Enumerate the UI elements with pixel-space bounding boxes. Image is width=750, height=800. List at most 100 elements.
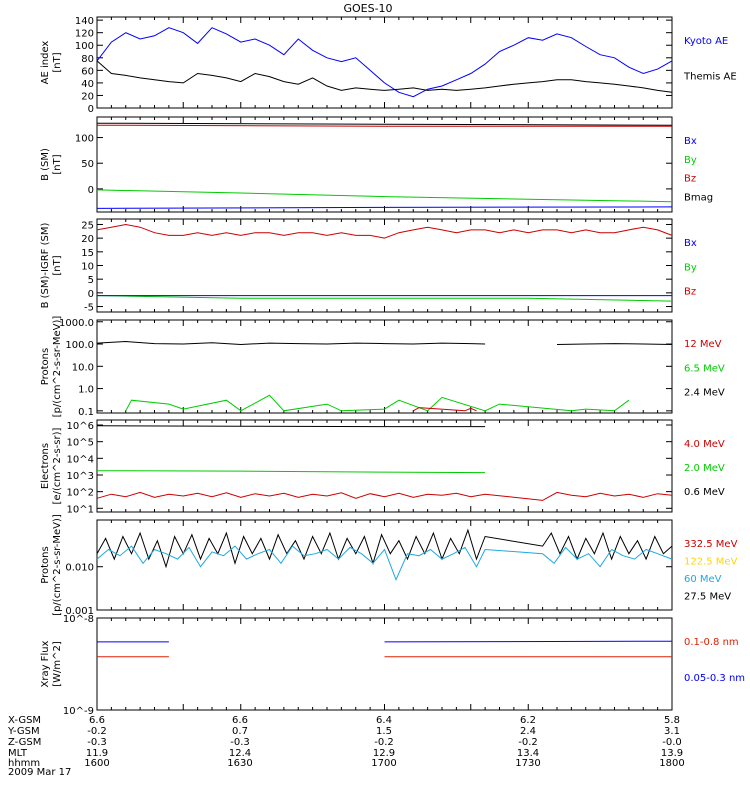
y-tick-label: 10^2: [67, 488, 94, 499]
y-axis-label: Electrons: [40, 443, 51, 489]
legend-entry: 2.4 MeV: [684, 388, 725, 399]
footer-row-label: X-GSM: [8, 715, 41, 726]
panel-3: -5 0 5 10 15 20 25 B (SM)-IGRF (SM) [nT] Bx By Bz: [40, 218, 697, 314]
y-axis-label: Protons: [40, 348, 51, 385]
footer-cell: -0.2: [374, 737, 394, 748]
y-tick-label: 120: [75, 29, 94, 40]
y-tick-label: 20: [81, 234, 94, 245]
legend-entry: Bx: [684, 136, 697, 147]
y-axis-label: Protons: [40, 546, 51, 583]
legend-entry: Themis AE: [683, 72, 737, 83]
series-line: [96, 528, 673, 569]
y-tick-label: 0: [88, 289, 94, 300]
footer-cell: 3.1: [664, 726, 680, 737]
series-line: [125, 394, 630, 412]
footer-cell: -0.2: [87, 726, 107, 737]
legend-entry: 60 MeV: [684, 574, 722, 585]
legend-entry: Bz: [684, 174, 696, 185]
y-tick-label: 5: [88, 275, 94, 286]
y-axis-label: [nT]: [52, 255, 63, 275]
y-tick-label: 10^5: [67, 438, 94, 449]
legend-entry: 2.0 MeV: [684, 463, 725, 474]
y-tick-label: -5: [84, 303, 94, 314]
y-axis-label: [e/(cm^2-s-sr)]: [52, 427, 63, 504]
legend-entry: Bz: [684, 287, 696, 298]
y-axis-label: [nT]: [52, 52, 63, 72]
series-line: [96, 491, 673, 501]
y-axis-label: [p/(cm^2-s-sr-MeV)]: [52, 316, 63, 418]
y-tick-label: 50: [81, 159, 94, 170]
y-tick-label: 100: [75, 41, 94, 52]
footer-cell: 5.8: [664, 715, 680, 726]
legend-entry: 6.5 MeV: [684, 363, 725, 374]
footer-cell: -0.3: [230, 737, 250, 748]
legend-entry: 4.0 MeV: [684, 439, 725, 450]
series-line: [96, 60, 673, 93]
panel-2: 0 50 100 B (SM) [nT] Bx By Bz Bmag: [40, 116, 713, 213]
footer-cell: 6.6: [89, 715, 105, 726]
y-tick-label: 20: [81, 91, 94, 102]
series-line: [96, 295, 673, 302]
y-tick-label: 60: [81, 66, 94, 77]
footer-cell: 2.4: [520, 726, 536, 737]
y-tick-label: 0.001: [65, 606, 94, 617]
panel-frame: [96, 16, 673, 109]
legend-entry: Bx: [684, 238, 697, 249]
footer-cell: 11.9: [86, 748, 108, 759]
footer-cell: 12.4: [229, 748, 251, 759]
series-line: [97, 640, 673, 643]
panel-7: 10^-9 10^-8 Xray Flux [W/m^2] 0.1-0.8 nm 0.05…: [40, 614, 745, 717]
series-line: [96, 223, 673, 239]
y-tick-label: 10^-8: [63, 614, 94, 625]
y-tick-label: 140: [75, 16, 94, 27]
y-axis-label: AE index: [40, 41, 51, 85]
legend-entry: 12 MeV: [684, 339, 722, 350]
y-tick-label: 80: [81, 54, 94, 65]
footer-row-label: MLT: [8, 748, 28, 759]
series-line: [97, 471, 672, 473]
footer-cell: 6.2: [520, 715, 536, 726]
panel-frame: [96, 319, 673, 414]
legend-entry: 0.1-0.8 nm: [684, 637, 739, 648]
series-line: [96, 122, 673, 126]
y-tick-label: 10^4: [67, 454, 94, 465]
y-tick-label: 10^-9: [63, 706, 94, 717]
legend-entry: 122.5 MeV: [684, 557, 738, 568]
y-tick-label: 10: [81, 262, 94, 273]
footer-date: 2009 Mar 17: [8, 767, 71, 778]
series-line: [96, 27, 673, 98]
footer-cell: 1600: [84, 758, 109, 769]
series-line: [96, 206, 673, 209]
footer-ephemeris: X-GSMY-GSMZ-GSMMLThhmm6.6-0.2-0.311.9160…: [7, 715, 685, 769]
footer-cell: 1630: [227, 758, 252, 769]
y-tick-label: 1000.0: [59, 318, 94, 329]
footer-cell: 6.4: [376, 715, 392, 726]
y-tick-label: 0: [88, 104, 94, 115]
footer-cell: 6.6: [232, 715, 248, 726]
footer-cell: -0.2: [518, 737, 538, 748]
y-tick-label: 40: [81, 79, 94, 90]
panel-5: 10^1 10^2 10^3 10^4 10^5 10^6 Electrons [e/(cm^…: [40, 419, 725, 515]
y-tick-label: 1.0: [78, 385, 94, 396]
series-line: [96, 124, 672, 127]
panel-frame: [96, 617, 673, 711]
footer-cell: -0.0: [662, 737, 682, 748]
y-axis-label: B (SM)-IGRF (SM): [40, 223, 51, 309]
footer-cell: -0.3: [87, 737, 107, 748]
legend-entry: 332.5 MeV: [684, 539, 738, 550]
series-line: [413, 407, 477, 412]
series-line: [96, 189, 673, 203]
y-axis-label: [W/m^2]: [52, 641, 63, 687]
footer-row-label: hhmm: [8, 758, 40, 769]
legend-entry: 0.6 MeV: [684, 487, 725, 498]
legend-entry: By: [684, 262, 697, 273]
panel-frame: [96, 519, 673, 611]
series-line: [96, 340, 673, 346]
y-tick-label: 10^3: [67, 471, 94, 482]
panel-6: 0.001 0.010 Protons [p/(cm^2-s-sr-MeV)] 332.…: [40, 514, 738, 617]
y-tick-label: 0.1: [78, 407, 94, 418]
panel-4: 0.1 1.0 10.0 100.0 1000.0 Protons [p/(cm^2-s-s…: [40, 316, 725, 418]
y-tick-label: 100: [75, 134, 94, 145]
